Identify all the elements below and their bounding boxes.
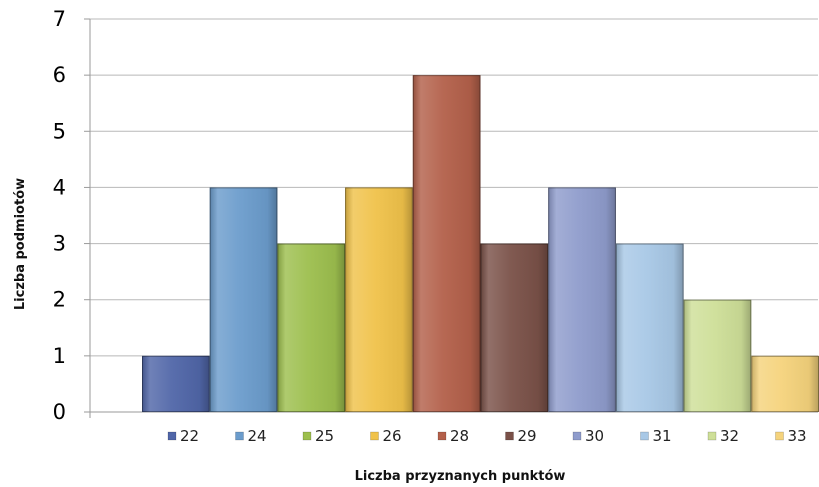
bar-outline xyxy=(683,299,752,413)
bar-30 xyxy=(548,187,616,412)
bar-33 xyxy=(751,355,819,413)
y-tick-label: 1 xyxy=(53,344,66,368)
bar-shading xyxy=(615,243,684,412)
legend-label: 25 xyxy=(315,427,334,445)
bar-outline xyxy=(277,243,346,412)
legend-label: 26 xyxy=(383,427,402,445)
y-tick-label: 4 xyxy=(53,175,66,199)
y-tick-label: 2 xyxy=(53,288,66,312)
legend-swatch xyxy=(167,431,177,441)
legend-label: 22 xyxy=(180,427,199,445)
legend-swatch xyxy=(775,431,784,441)
bar-shading xyxy=(480,243,549,412)
x-axis-title: Liczba przyznanych punktów xyxy=(355,469,566,484)
bar-outline xyxy=(548,187,616,412)
legend-swatch xyxy=(370,431,379,441)
bar-31 xyxy=(615,243,684,412)
legend: 22 24 25 26 28 29 30 31 32 33 xyxy=(167,427,807,445)
y-tick-label: 3 xyxy=(53,232,66,256)
bar-25 xyxy=(277,243,346,412)
legend-label: 33 xyxy=(788,427,807,445)
bar-outline xyxy=(209,187,278,412)
legend-label: 24 xyxy=(248,427,267,445)
y-tick-label: 0 xyxy=(53,400,66,424)
y-tick-label: 5 xyxy=(53,119,66,143)
legend-label: 29 xyxy=(518,427,537,445)
y-axis-ticks: 0 1 2 3 4 5 6 7 xyxy=(53,7,66,424)
legend-swatch xyxy=(505,431,514,441)
bar-shading xyxy=(412,75,481,413)
bar-shading xyxy=(345,187,413,412)
y-tick-label: 7 xyxy=(53,7,66,31)
bar-shading xyxy=(209,187,278,412)
bar-29 xyxy=(480,243,549,412)
y-axis-title: Liczba podmiotów xyxy=(13,178,28,310)
legend-swatch xyxy=(707,431,717,441)
bar-28 xyxy=(412,75,481,413)
bar-22 xyxy=(142,355,210,413)
y-tick-label: 6 xyxy=(53,63,66,87)
legend-swatch xyxy=(572,431,582,441)
bar-outline xyxy=(615,243,684,412)
bar-outline xyxy=(480,243,549,412)
bar-26 xyxy=(345,187,413,412)
bar-24 xyxy=(209,187,278,412)
bar-outline xyxy=(345,187,413,412)
legend-swatch xyxy=(235,431,244,441)
bar-shading xyxy=(548,187,616,412)
legend-swatch xyxy=(437,431,447,441)
bar-shading xyxy=(277,243,346,412)
bars xyxy=(142,75,819,413)
legend-swatch xyxy=(302,431,312,441)
legend-label: 30 xyxy=(585,427,604,445)
legend-label: 31 xyxy=(653,427,672,445)
bar-shading xyxy=(751,355,819,412)
bar-shading xyxy=(683,299,752,412)
legend-label: 32 xyxy=(720,427,739,445)
legend-swatch xyxy=(640,431,649,441)
legend-label: 28 xyxy=(450,427,469,445)
bar-shading xyxy=(142,355,210,412)
bar-32 xyxy=(683,299,752,413)
bar-outline xyxy=(412,75,481,413)
bar-outline xyxy=(142,355,210,413)
